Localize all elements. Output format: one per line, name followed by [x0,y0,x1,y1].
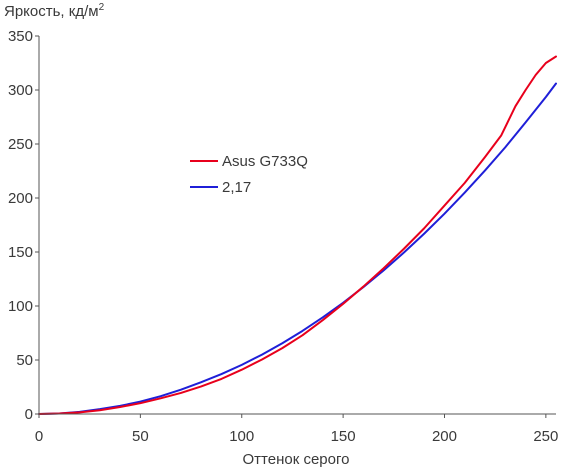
legend-label: Asus G733Q [222,153,308,170]
series-line-asus-g733q [38,55,557,415]
x-tick-label: 0 [35,428,43,445]
plot-area [38,55,557,415]
y-tick-label: 50 [16,352,33,369]
x-tick-label: 100 [229,428,254,445]
y-tick-label: 100 [8,298,33,315]
y-tick-label: 350 [8,28,33,45]
y-axis-title-superscript: 2 [99,2,105,13]
y-tick-label: 250 [8,136,33,153]
x-axis-title: Оттенок серого [243,451,350,468]
x-tick-label: 250 [533,428,558,445]
y-tick-label: 0 [25,406,33,423]
y-tick-label: 200 [8,190,33,207]
y-tick-label: 150 [8,244,33,261]
legend: Asus G733Q 2,17 [190,153,308,196]
y-axis-title: Яркость, кд/м2 [4,2,105,20]
y-tick-label: 300 [8,82,33,99]
axes: 0 50 100 150 200 250 300 350 0 50 100 150 200 250 [8,28,558,445]
x-tick-label: 150 [331,428,356,445]
x-tick-label: 50 [132,428,149,445]
legend-label: 2,17 [222,179,251,196]
y-axis-title-main: Яркость, кд/м [4,3,99,20]
series-line-gamma-2-17 [38,82,557,415]
x-tick-label: 200 [432,428,457,445]
